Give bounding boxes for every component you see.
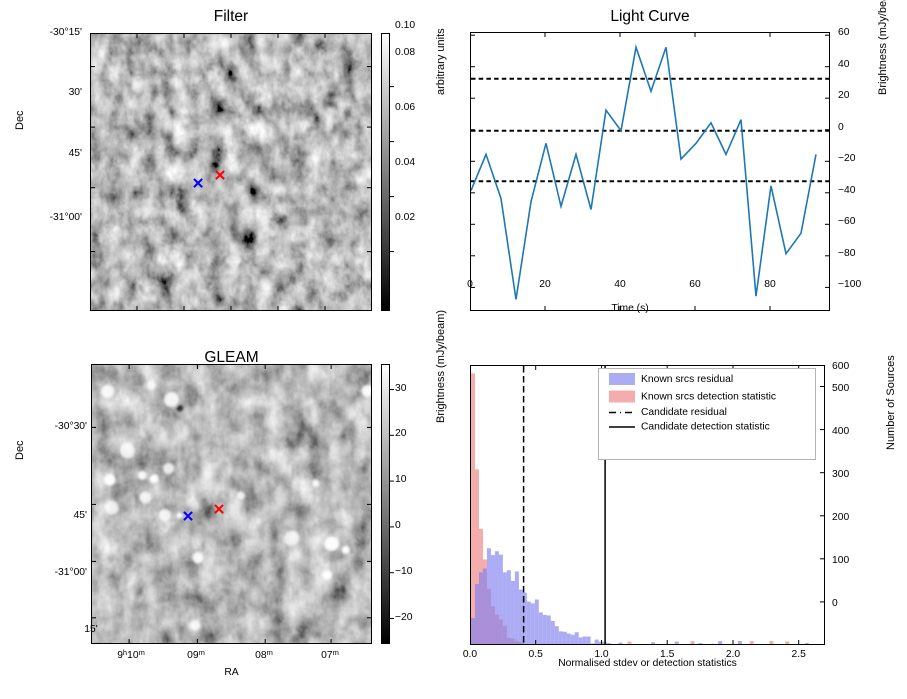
svg-text:Candidate residual: Candidate residual (641, 407, 727, 418)
svg-text:Known srcs residual: Known srcs residual (641, 374, 733, 385)
svg-text:Candidate detection statistic: Candidate detection statistic (641, 422, 770, 433)
svg-text:Known srcs detection statistic: Known srcs detection statistic (641, 392, 776, 403)
